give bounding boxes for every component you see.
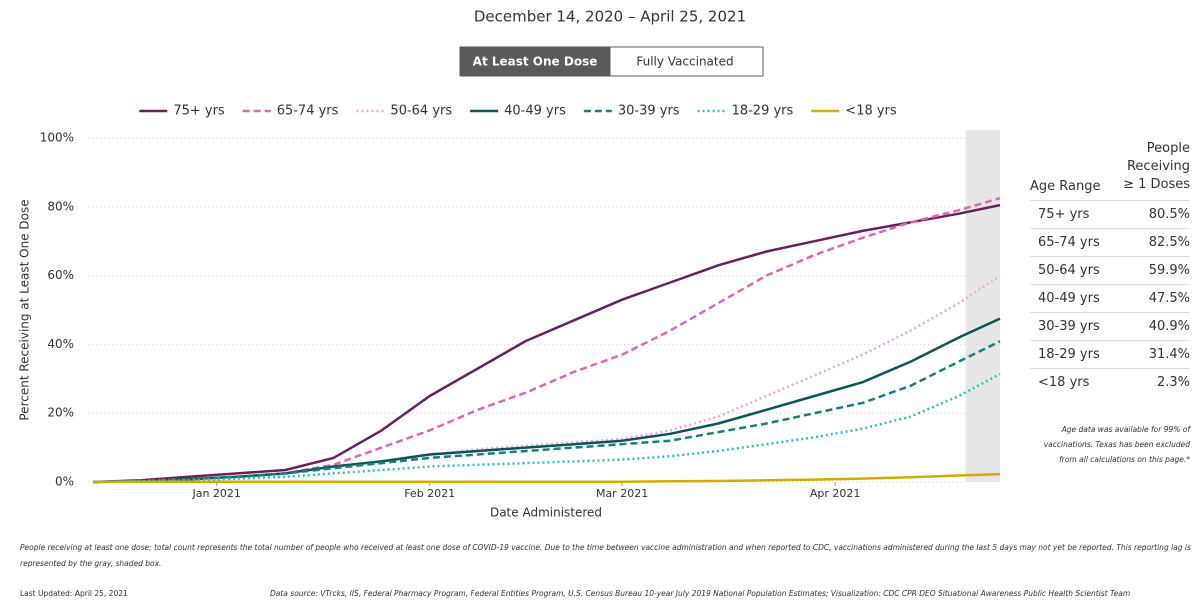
legend-label: 75+ yrs [173,104,225,119]
toggle-label[interactable]: Fully Vaccinated [636,55,733,69]
table-row: 30-39 yrs 40.9% [1030,312,1190,340]
series-line [92,340,1001,484]
summary-table: Age Range People Receiving ≥ 1 Doses 75+… [1030,140,1190,396]
legend-label: 30-39 yrs [618,104,680,119]
table-cell: <18 yrs [1038,375,1090,390]
legend-label: 65-74 yrs [277,104,339,119]
series-line [92,317,1001,484]
footnote: People receiving at least one dose; tota… [20,543,1191,568]
x-tick-label: Mar 2021 [596,487,648,500]
series-line [92,472,1001,484]
series-line [92,274,1001,484]
reporting-lag-box [965,130,1000,482]
toggle-label[interactable]: At Least One Dose [473,55,598,69]
table-cell: 50-64 yrs [1038,263,1100,278]
table-row: <18 yrs 2.3% [1030,368,1190,396]
table-row: 50-64 yrs 59.9% [1030,256,1190,284]
table-row: 65-74 yrs 82.5% [1030,228,1190,256]
y-tick-label: 0% [55,475,74,489]
table-cell: 40.9% [1148,319,1190,334]
data-source: Data source: VTrcks, IIS, Federal Pharma… [270,589,1131,598]
table-header: Age Range People Receiving ≥ 1 Doses [1030,140,1190,200]
table-row: 75+ yrs 80.5% [1030,200,1190,228]
toggle-button[interactable] [459,46,611,77]
toggle-button[interactable] [609,46,764,77]
table-cell: 82.5% [1148,235,1190,250]
table-cell: 31.4% [1148,347,1190,362]
table-row: 40-49 yrs 47.5% [1030,284,1190,312]
y-tick-label: 100% [40,131,74,145]
series-line [92,372,1001,484]
y-tick-label: 20% [47,406,74,420]
table-note: Age data was available for 99% of vaccin… [1043,425,1190,464]
table-body: 75+ yrs 80.5% 65-74 yrs 82.5% 50-64 yrs 59.9%… [1030,200,1190,396]
table-cell: 40-49 yrs [1038,291,1100,306]
table-cell: 30-39 yrs [1038,319,1100,334]
legend: 75+ yrs 65-74 yrs 50-64 yrs 40-49 yrs 30-39 … [139,104,897,119]
last-updated: Last Updated: April 25, 2021 [20,589,128,598]
x-axis-title: Date Administered [490,506,602,520]
x-tick-label: Jan 2021 [191,487,240,500]
chart-title: December 14, 2020 – April 25, 2021 [474,8,746,26]
table-cell: 80.5% [1148,207,1190,222]
header-cell: Age Range [1030,179,1101,194]
y-tick-label: 40% [47,337,74,351]
table-cell: 18-29 yrs [1038,347,1100,362]
series-line [92,203,1001,484]
y-axis-title: Percent Receiving at Least One Dose [18,199,32,420]
table-cell: 2.3% [1156,375,1190,390]
y-tick-label: 60% [47,268,74,282]
legend-label: 18-29 yrs [732,104,794,119]
x-tick-label: Apr 2021 [810,487,861,500]
legend-label: <18 yrs [845,104,897,119]
table-row: 18-29 yrs 31.4% [1030,340,1190,368]
series-line [92,196,1001,484]
table-cell: 75+ yrs [1038,207,1090,222]
legend-label: 50-64 yrs [390,104,452,119]
table-cell: 47.5% [1148,291,1190,306]
table-cell: 65-74 yrs [1038,235,1100,250]
x-tick-label: Feb 2021 [404,487,455,500]
header-cell: People Receiving ≥ 1 Doses [1123,141,1190,192]
y-tick-label: 80% [47,199,74,213]
table-cell: 59.9% [1148,263,1190,278]
legend-label: 40-49 yrs [504,104,566,119]
